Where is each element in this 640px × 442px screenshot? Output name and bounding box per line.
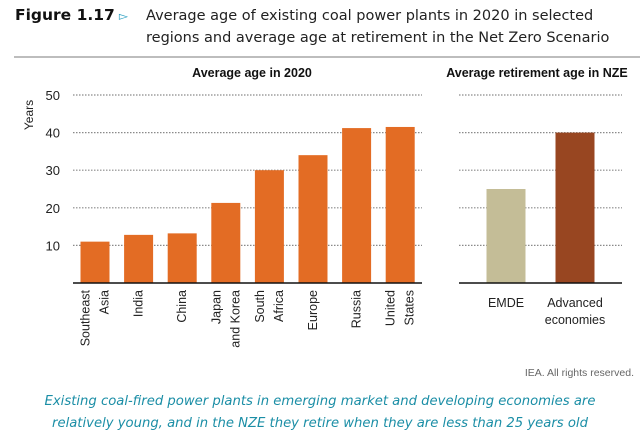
- figure-caption: Existing coal-fired power plants in emer…: [0, 391, 640, 435]
- bar-left-7: [385, 126, 415, 284]
- x-tick-label: Southeast: [79, 289, 93, 346]
- bar-left-3: [211, 202, 241, 283]
- figure-title: Average age of existing coal power plant…: [146, 5, 636, 49]
- figure-title-line-2: regions and average age at retirement in…: [146, 30, 610, 46]
- bar-left-6: [342, 128, 372, 283]
- bar-right-1: [555, 132, 595, 283]
- x-tick-label: Europe: [306, 290, 320, 330]
- panel-title-right: Average retirement age in NZE: [446, 66, 628, 80]
- x-tick-label: States: [403, 290, 417, 325]
- title-divider: [14, 56, 640, 58]
- x-tick-label: China: [175, 290, 189, 323]
- x-tick-label: Africa: [272, 290, 286, 322]
- x-tick-label: United: [384, 290, 398, 326]
- x-tick-label: Japan: [209, 290, 223, 324]
- x-tick-label: Russia: [350, 290, 364, 328]
- x-tick-label: India: [132, 290, 146, 317]
- bar-left-4: [254, 170, 284, 283]
- x-tick-label: South: [253, 290, 267, 323]
- figure-label: Figure 1.17 ▻: [15, 6, 128, 24]
- caption-line-1: Existing coal-fired power plants in emer…: [44, 394, 596, 409]
- figure-number: Figure 1.17: [15, 6, 115, 24]
- bar-left-5: [298, 155, 328, 283]
- x-tick-label: Advanced: [547, 296, 603, 310]
- bar-left-1: [124, 234, 154, 283]
- figure-title-line-1: Average age of existing coal power plant…: [146, 8, 594, 24]
- y-tick-label: 40: [46, 126, 60, 141]
- y-tick-label: 50: [46, 88, 60, 103]
- triangle-arrow-icon: ▻: [118, 9, 129, 23]
- bar-left-0: [80, 241, 110, 283]
- x-tick-label: economies: [545, 313, 605, 327]
- panel-title-left: Average age in 2020: [192, 66, 312, 80]
- bar-right-0: [486, 189, 526, 283]
- bar-left-2: [167, 233, 197, 283]
- y-tick-label: 20: [46, 201, 60, 216]
- y-axis-label: Years: [22, 100, 36, 130]
- y-tick-label: 10: [46, 238, 60, 253]
- y-tick-label: 30: [46, 163, 60, 178]
- x-tick-label: EMDE: [488, 296, 524, 310]
- x-tick-label: Asia: [98, 290, 112, 314]
- x-tick-label: and Korea: [228, 290, 242, 348]
- source-note: IEA. All rights reserved.: [524, 367, 634, 379]
- caption-line-2: relatively young, and in the NZE they re…: [52, 416, 588, 431]
